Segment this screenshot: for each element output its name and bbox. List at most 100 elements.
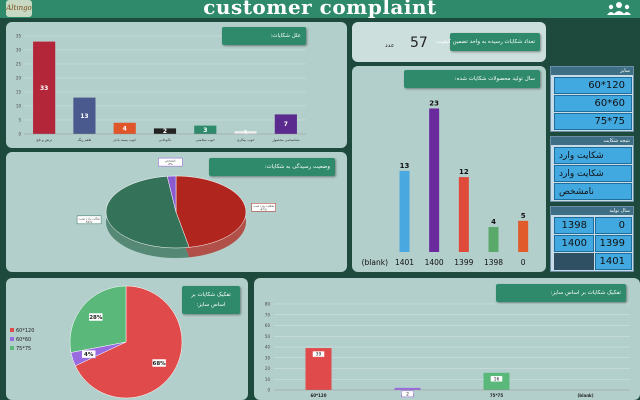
causes-chart-title: علل شکایات: bbox=[222, 27, 306, 45]
result-slicer-item[interactable]: شکایت وارد نیست bbox=[554, 165, 632, 195]
size-slicer-title: سایز bbox=[551, 67, 633, 75]
bar-value-label: 7 bbox=[284, 121, 288, 128]
status-chart-title: وضعیت رسیدگی به شکایات: bbox=[209, 158, 335, 176]
x-tick-label: 0 bbox=[521, 258, 526, 267]
bar-value-label: 39 bbox=[316, 352, 322, 358]
bar bbox=[234, 131, 257, 134]
x-tick-label: (blank) bbox=[362, 258, 388, 267]
size-slicer: سایز 60*120 60*60 75*75 bbox=[550, 66, 634, 132]
legend-item: 60*120 bbox=[10, 328, 34, 337]
bar bbox=[488, 227, 499, 252]
pie-slice bbox=[105, 176, 190, 249]
bar-value-label: 12 bbox=[459, 168, 469, 176]
y-tick-label: 10 bbox=[265, 377, 271, 382]
size-slicer-item[interactable]: 60*60 bbox=[554, 95, 632, 112]
pie-slice bbox=[166, 175, 177, 213]
pie-label-box bbox=[158, 157, 183, 167]
y-tick-label: 25 bbox=[16, 62, 22, 67]
year-slicer-title: سال تولید bbox=[551, 207, 633, 215]
size-pie-chart: 68% 4% 28% bbox=[69, 285, 183, 399]
bar-value-label: 4 bbox=[123, 125, 127, 132]
pie-label-box bbox=[88, 312, 104, 322]
size-bar-title: تفکیک شکایات بر اساس سایز: bbox=[496, 284, 626, 302]
bar-value-label: 2 bbox=[163, 128, 167, 135]
bar bbox=[33, 41, 56, 134]
pie-category-label: شکایت وارد نیست bbox=[78, 216, 100, 220]
bar bbox=[394, 387, 421, 390]
bar bbox=[73, 97, 96, 134]
x-tick-label: 75*75 bbox=[490, 393, 503, 398]
bar bbox=[518, 220, 529, 252]
x-tick-label: 60*120 bbox=[310, 393, 326, 398]
result-slicer-item[interactable]: نامشخص bbox=[554, 183, 632, 200]
legend-swatch bbox=[10, 337, 14, 341]
y-tick-label: 60 bbox=[265, 323, 271, 328]
x-tick-label: 1398 bbox=[484, 258, 503, 267]
bar-value-box bbox=[401, 390, 414, 398]
bar-value-box bbox=[312, 350, 325, 358]
x-tick-label: خوب پسته بادی bbox=[113, 138, 136, 142]
y-tick-label: 20 bbox=[265, 366, 271, 371]
bar-value-label: 13 bbox=[80, 113, 88, 120]
total-complaints-unit: عدد bbox=[385, 42, 395, 49]
size-pie-legend: 60*120 60*60 75*75 bbox=[10, 328, 34, 355]
y-tick-label: 30 bbox=[265, 355, 271, 360]
size-slicer-item[interactable]: 75*75 bbox=[554, 113, 632, 130]
size-bar-panel: تفکیک شکایات بر اساس سایز: 0 10 20 30 40 50 60… bbox=[254, 278, 640, 400]
total-complaints-label: تعداد شکایات رسیده به واحد تضمین کیفیت: bbox=[435, 33, 540, 51]
pie-category-label: نامشخص bbox=[165, 159, 176, 163]
total-complaints-value: 57 bbox=[410, 35, 428, 51]
year-slicer-item[interactable]: 1400 bbox=[554, 235, 594, 252]
bar-value-label: 3 bbox=[203, 127, 207, 134]
year-slicer-empty bbox=[554, 253, 594, 270]
pie-label-box bbox=[76, 215, 102, 225]
year-slicer-item[interactable]: 0 bbox=[595, 217, 632, 234]
y-tick-label: 10 bbox=[16, 104, 22, 109]
pie-category-label: شکایت وارد است bbox=[253, 204, 274, 208]
y-tick-label: 80 bbox=[265, 302, 271, 307]
pie-value-label: 47% bbox=[260, 207, 267, 211]
legend-swatch bbox=[10, 328, 14, 332]
bar-value-label: 1 bbox=[243, 130, 247, 137]
result-slicer-item[interactable]: شکایت وارد است bbox=[554, 147, 632, 177]
y-tick-label: 30 bbox=[16, 48, 22, 53]
pie-slice bbox=[175, 175, 247, 248]
bar-value-label: 4 bbox=[491, 218, 496, 226]
pie-value-label: 68% bbox=[153, 361, 167, 367]
x-tick-label: شناسنامی محصول bbox=[272, 138, 300, 142]
year-slicer: سال تولید 0 1398 1399 1400 1401 bbox=[550, 206, 634, 272]
year-slicer-item[interactable]: 1399 bbox=[595, 235, 632, 252]
bar bbox=[429, 108, 440, 252]
size-slicer-item[interactable]: 60*120 bbox=[554, 77, 632, 94]
pie-slice bbox=[74, 285, 183, 399]
bar-value-label: 23 bbox=[429, 99, 439, 107]
pie-label-box bbox=[151, 358, 167, 368]
bar-value-box bbox=[490, 375, 503, 383]
size-bar-chart: 0102030405060708060*1203960*60275*7516(b… bbox=[265, 302, 630, 398]
result-slicer-title: نتیجه شکایت bbox=[551, 137, 633, 145]
size-pie-title: تفکیک شکایات بر اساس سایز: bbox=[182, 286, 240, 314]
legend-label: 60*120 bbox=[16, 328, 35, 334]
legend-label: 75*75 bbox=[16, 346, 32, 352]
bar bbox=[153, 128, 177, 134]
year-slicer-item[interactable]: 1401 bbox=[595, 253, 632, 270]
x-tick-label: ترش و تلخ bbox=[36, 138, 52, 142]
causes-chart-panel: علل شکایات: 0 5 10 15 20 25 30 35 33 ترش و تلخ 13 ط… bbox=[6, 22, 347, 148]
company-logo: Altıngo bbox=[6, 0, 32, 17]
bar bbox=[274, 114, 297, 134]
x-tick-label: طعم رنگ bbox=[78, 137, 92, 142]
bar-value-label: 16 bbox=[494, 376, 500, 382]
pie-value-label: 4% bbox=[84, 352, 94, 358]
year-bar-chart: (blank) 1401 13 1400 23 1399 12 1398 4 0 5 bbox=[362, 99, 529, 267]
x-tick-label: 1400 bbox=[425, 258, 444, 267]
pie-value-label: 2% bbox=[168, 162, 173, 166]
bar-value-label: 2 bbox=[406, 391, 409, 397]
y-tick-label: 0 bbox=[267, 388, 270, 393]
x-tick-label: خوب سلامتی bbox=[196, 138, 215, 142]
y-tick-label: 20 bbox=[16, 76, 22, 81]
bar bbox=[399, 170, 410, 252]
legend-swatch bbox=[10, 346, 14, 350]
bar bbox=[194, 125, 217, 134]
year-slicer-item[interactable]: 1398 bbox=[554, 217, 594, 234]
